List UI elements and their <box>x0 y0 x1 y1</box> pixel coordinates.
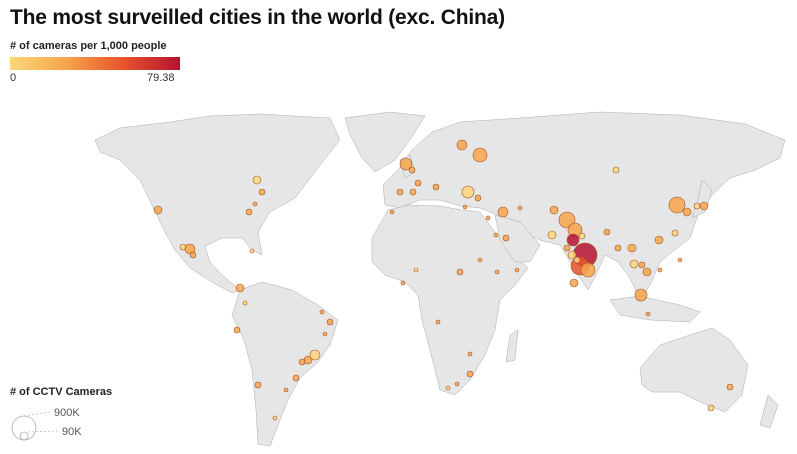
city-bubble <box>462 204 468 210</box>
city-bubble <box>272 415 278 421</box>
city-bubble <box>413 267 419 273</box>
city-bubble <box>629 259 639 269</box>
size-legend-leader <box>27 430 59 433</box>
size-legend-large-circle <box>11 415 37 441</box>
city-bubble <box>578 232 586 240</box>
arabia-landmass <box>494 214 541 263</box>
city-bubble <box>514 267 520 273</box>
city-bubble <box>153 205 163 215</box>
city-bubble <box>567 250 577 260</box>
city-bubble <box>566 233 580 247</box>
madagascar-landmass <box>505 329 519 363</box>
greenland-landmass <box>344 111 426 173</box>
color-legend-min: 0 <box>10 72 17 84</box>
city-bubble <box>547 230 557 240</box>
city-bubble <box>726 383 734 391</box>
city-bubble <box>399 157 413 171</box>
city-bubble <box>682 207 692 217</box>
city-bubble <box>614 244 622 252</box>
city-bubble <box>612 166 620 174</box>
city-bubble <box>283 387 289 393</box>
city-bubble <box>252 201 258 207</box>
city-bubble <box>603 228 611 236</box>
city-bubble <box>389 209 395 215</box>
city-bubble <box>642 267 652 277</box>
size-legend-leader <box>23 411 51 417</box>
city-bubble <box>485 215 491 221</box>
city-bubble <box>435 319 441 325</box>
size-legend-small: 90K <box>62 426 82 438</box>
color-scale-bar <box>10 57 180 70</box>
city-bubble <box>298 358 306 366</box>
city-bubble <box>245 208 253 216</box>
africa-landmass <box>371 204 529 396</box>
page-title: The most surveilled cities in the world … <box>10 6 505 29</box>
city-bubble <box>252 175 262 185</box>
city-bubble <box>242 300 248 306</box>
color-legend-title: # of cameras per 1,000 people <box>10 40 167 52</box>
city-bubble <box>408 166 416 174</box>
city-bubble <box>319 309 325 315</box>
city-bubble <box>309 349 321 361</box>
city-bubble <box>249 248 255 254</box>
city-bubble <box>563 244 571 252</box>
city-bubble <box>693 202 701 210</box>
city-bubble <box>400 280 406 286</box>
city-bubble <box>474 194 482 202</box>
city-bubble <box>638 261 646 269</box>
city-bubble <box>477 257 483 263</box>
city-bubble <box>454 381 460 387</box>
city-bubble <box>497 206 509 218</box>
city-bubble <box>461 185 475 199</box>
city-bubble <box>645 311 651 317</box>
size-legend-small-circle <box>19 431 29 441</box>
city-bubble <box>569 278 579 288</box>
city-bubble <box>493 232 499 238</box>
city-bubble <box>472 147 488 163</box>
city-bubble <box>494 269 500 275</box>
city-bubble <box>657 267 663 273</box>
city-bubble <box>292 374 300 382</box>
city-bubble <box>517 205 523 211</box>
city-bubble <box>414 179 422 187</box>
city-bubble <box>707 404 715 412</box>
city-bubble <box>671 229 679 237</box>
city-bubble <box>233 326 241 334</box>
south-america-landmass <box>231 281 339 447</box>
city-bubble <box>396 188 404 196</box>
city-bubble <box>445 385 451 391</box>
city-bubble <box>258 188 266 196</box>
size-legend-large: 900K <box>54 407 80 419</box>
australia-landmass <box>639 327 749 413</box>
city-bubble <box>699 201 709 211</box>
north-america-landmass <box>94 113 341 294</box>
city-bubble <box>456 268 464 276</box>
city-bubble <box>456 139 468 151</box>
color-legend-max: 79.38 <box>147 72 175 84</box>
size-legend-title: # of CCTV Cameras <box>10 386 113 398</box>
city-bubble <box>580 262 596 278</box>
city-bubble <box>668 196 686 214</box>
new-zealand-landmass <box>759 394 779 429</box>
city-bubble <box>634 288 648 302</box>
city-bubble <box>189 251 197 259</box>
indonesia-landmass <box>609 295 701 323</box>
city-bubble <box>322 331 328 337</box>
city-bubble <box>235 283 245 293</box>
city-bubble <box>677 257 683 263</box>
city-bubble <box>627 243 637 253</box>
city-bubble <box>466 370 474 378</box>
city-bubble <box>326 318 334 326</box>
city-bubble <box>654 235 664 245</box>
city-bubble <box>467 351 473 357</box>
city-bubble <box>502 234 510 242</box>
city-bubble <box>254 381 262 389</box>
city-bubble <box>432 183 440 191</box>
city-bubble <box>409 188 417 196</box>
city-bubble <box>573 256 581 264</box>
city-bubble <box>549 205 559 215</box>
